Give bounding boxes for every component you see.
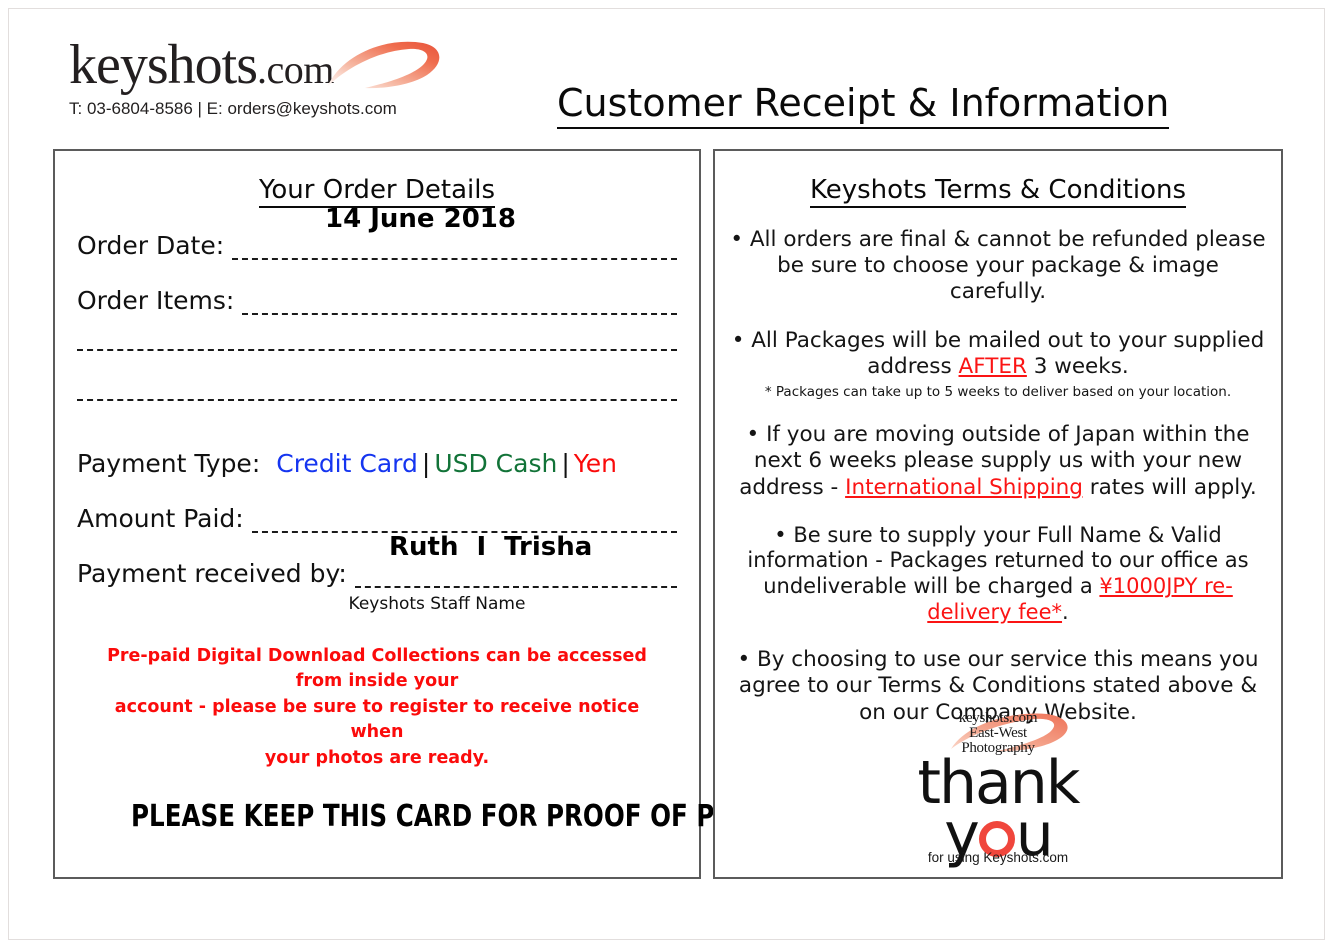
order-details-heading: Your Order Details — [55, 175, 699, 208]
order-items-line-2[interactable] — [77, 349, 677, 351]
receipt-page: keyshots.com T: 03-6804-8586 | E: orders… — [8, 8, 1325, 940]
logo-text-tld: .com — [257, 47, 334, 92]
order-fields: Order Date: 14 June 2018 Order Items: Pa… — [55, 204, 855, 834]
thanks-brand-line-1: keyshots.com — [958, 710, 1038, 726]
term-2-text-b: 3 weeks. — [1026, 353, 1129, 379]
payment-option-yen[interactable]: Yen — [573, 449, 617, 478]
prepaid-notice-line-2: account - please be sure to register to … — [114, 696, 640, 743]
payment-type-label: Payment Type: — [77, 449, 261, 478]
payment-type-row: Payment Type: Credit Card | USD Cash | Yen — [77, 449, 677, 478]
document-header: keyshots.com T: 03-6804-8586 | E: orders… — [9, 9, 1324, 149]
payment-option-usd-cash[interactable]: USD Cash — [434, 449, 558, 478]
thanks-brand-line-3: Photography — [961, 740, 1035, 756]
amount-paid-row: Amount Paid: — [77, 504, 677, 533]
term-4-highlight: ¥1000JPY re-delivery fee* — [927, 573, 1233, 624]
payment-option-separator-1: | — [421, 449, 431, 478]
order-date-label: Order Date: — [77, 231, 225, 260]
term-item-3: • If you are moving outside of Japan wit… — [729, 422, 1267, 501]
order-date-value: 14 June 2018 — [325, 204, 516, 234]
amount-paid-label: Amount Paid: — [77, 504, 244, 533]
term-2-highlight: AFTER — [958, 353, 1027, 379]
staff-name-first: Ruth — [389, 532, 459, 562]
payment-option-separator-2: | — [561, 449, 570, 478]
order-items-input[interactable] — [242, 287, 677, 315]
term-item-2: • All Packages will be mailed out to you… — [729, 328, 1267, 380]
order-date-row: Order Date: 14 June 2018 — [77, 204, 677, 260]
thanks-caption: for using Keyshots.com — [927, 850, 1069, 866]
order-items-row: Order Items: — [77, 286, 677, 315]
thank-you-logo: keyshots.com East-West Photography thank… — [715, 711, 1281, 866]
you-letter-o-ring — [978, 821, 1015, 858]
term-3-text-b: rates will apply. — [1082, 474, 1257, 500]
payment-received-input[interactable] — [354, 560, 677, 588]
term-item-4: • Be sure to supply your Full Name & Val… — [729, 523, 1267, 625]
term-4-text-a: • Be sure to supply your Full Name & Val… — [747, 522, 1249, 598]
payment-option-credit-card[interactable]: Credit Card — [276, 449, 418, 478]
payment-received-label: Payment received by: — [77, 559, 347, 588]
logo-swoosh-icon — [327, 41, 440, 89]
thanks-brand-line-2: East-West — [969, 725, 1027, 741]
payment-type-options: Credit Card | USD Cash | Yen — [276, 449, 617, 478]
term-4-text-b: . — [1062, 599, 1069, 624]
contact-line: T: 03-6804-8586 | E: orders@keyshots.com — [69, 99, 397, 118]
prepaid-download-notice: Pre-paid Digital Download Collections ca… — [89, 644, 665, 771]
term-item-1: • All orders are final & cannot be refun… — [730, 227, 1266, 305]
you-letter-u: u — [1015, 800, 1054, 871]
thanks-brand-text: keyshots.com East-West Photography — [895, 711, 1101, 756]
prepaid-notice-line-1: Pre-paid Digital Download Collections ca… — [107, 646, 647, 692]
prepaid-notice-line-3: your photos are ready. — [264, 747, 490, 768]
terms-heading: Keyshots Terms & Conditions — [715, 175, 1281, 208]
staff-name-second: Trisha — [504, 532, 593, 562]
staff-name-caption: Keyshots Staff Name — [348, 594, 526, 614]
keep-card-notice: PLEASE KEEP THIS CARD FOR PROOF OF PURCH… — [131, 798, 855, 834]
term-2-footnote: * Packages can take up to 5 weeks to del… — [764, 384, 1232, 401]
term-2-text-a: • All Packages will be mailed out to you… — [731, 327, 1265, 379]
page-title: Customer Receipt & Information — [557, 81, 1170, 129]
staff-name-separator: I — [476, 532, 487, 562]
terms-conditions-panel: Keyshots Terms & Conditions • All orders… — [713, 149, 1283, 879]
term-3-text-a: • If you are moving outside of Japan wit… — [739, 422, 1250, 500]
term-3-highlight: International Shipping — [845, 474, 1083, 500]
staff-signature: Ruth I Trisha — [389, 532, 592, 562]
logo-wordmark: keyshots.com — [69, 37, 489, 93]
amount-paid-input[interactable] — [251, 505, 677, 533]
terms-list: • All orders are final & cannot be refun… — [715, 227, 1281, 726]
order-details-panel: Your Order Details Order Date: 14 June 2… — [53, 149, 855, 879]
company-logo: keyshots.com T: 03-6804-8586 | E: orders… — [69, 37, 489, 119]
order-items-line-3[interactable] — [77, 399, 677, 401]
order-date-input[interactable] — [232, 232, 677, 260]
thanks-swoosh-icon — [951, 713, 1068, 752]
payment-received-row: Payment received by: Ruth I Trisha — [77, 532, 677, 588]
logo-text-main: keyshots — [69, 34, 258, 96]
you-letter-y: y — [944, 800, 979, 871]
thank-word: thank — [917, 748, 1080, 818]
order-items-label: Order Items: — [77, 286, 235, 315]
